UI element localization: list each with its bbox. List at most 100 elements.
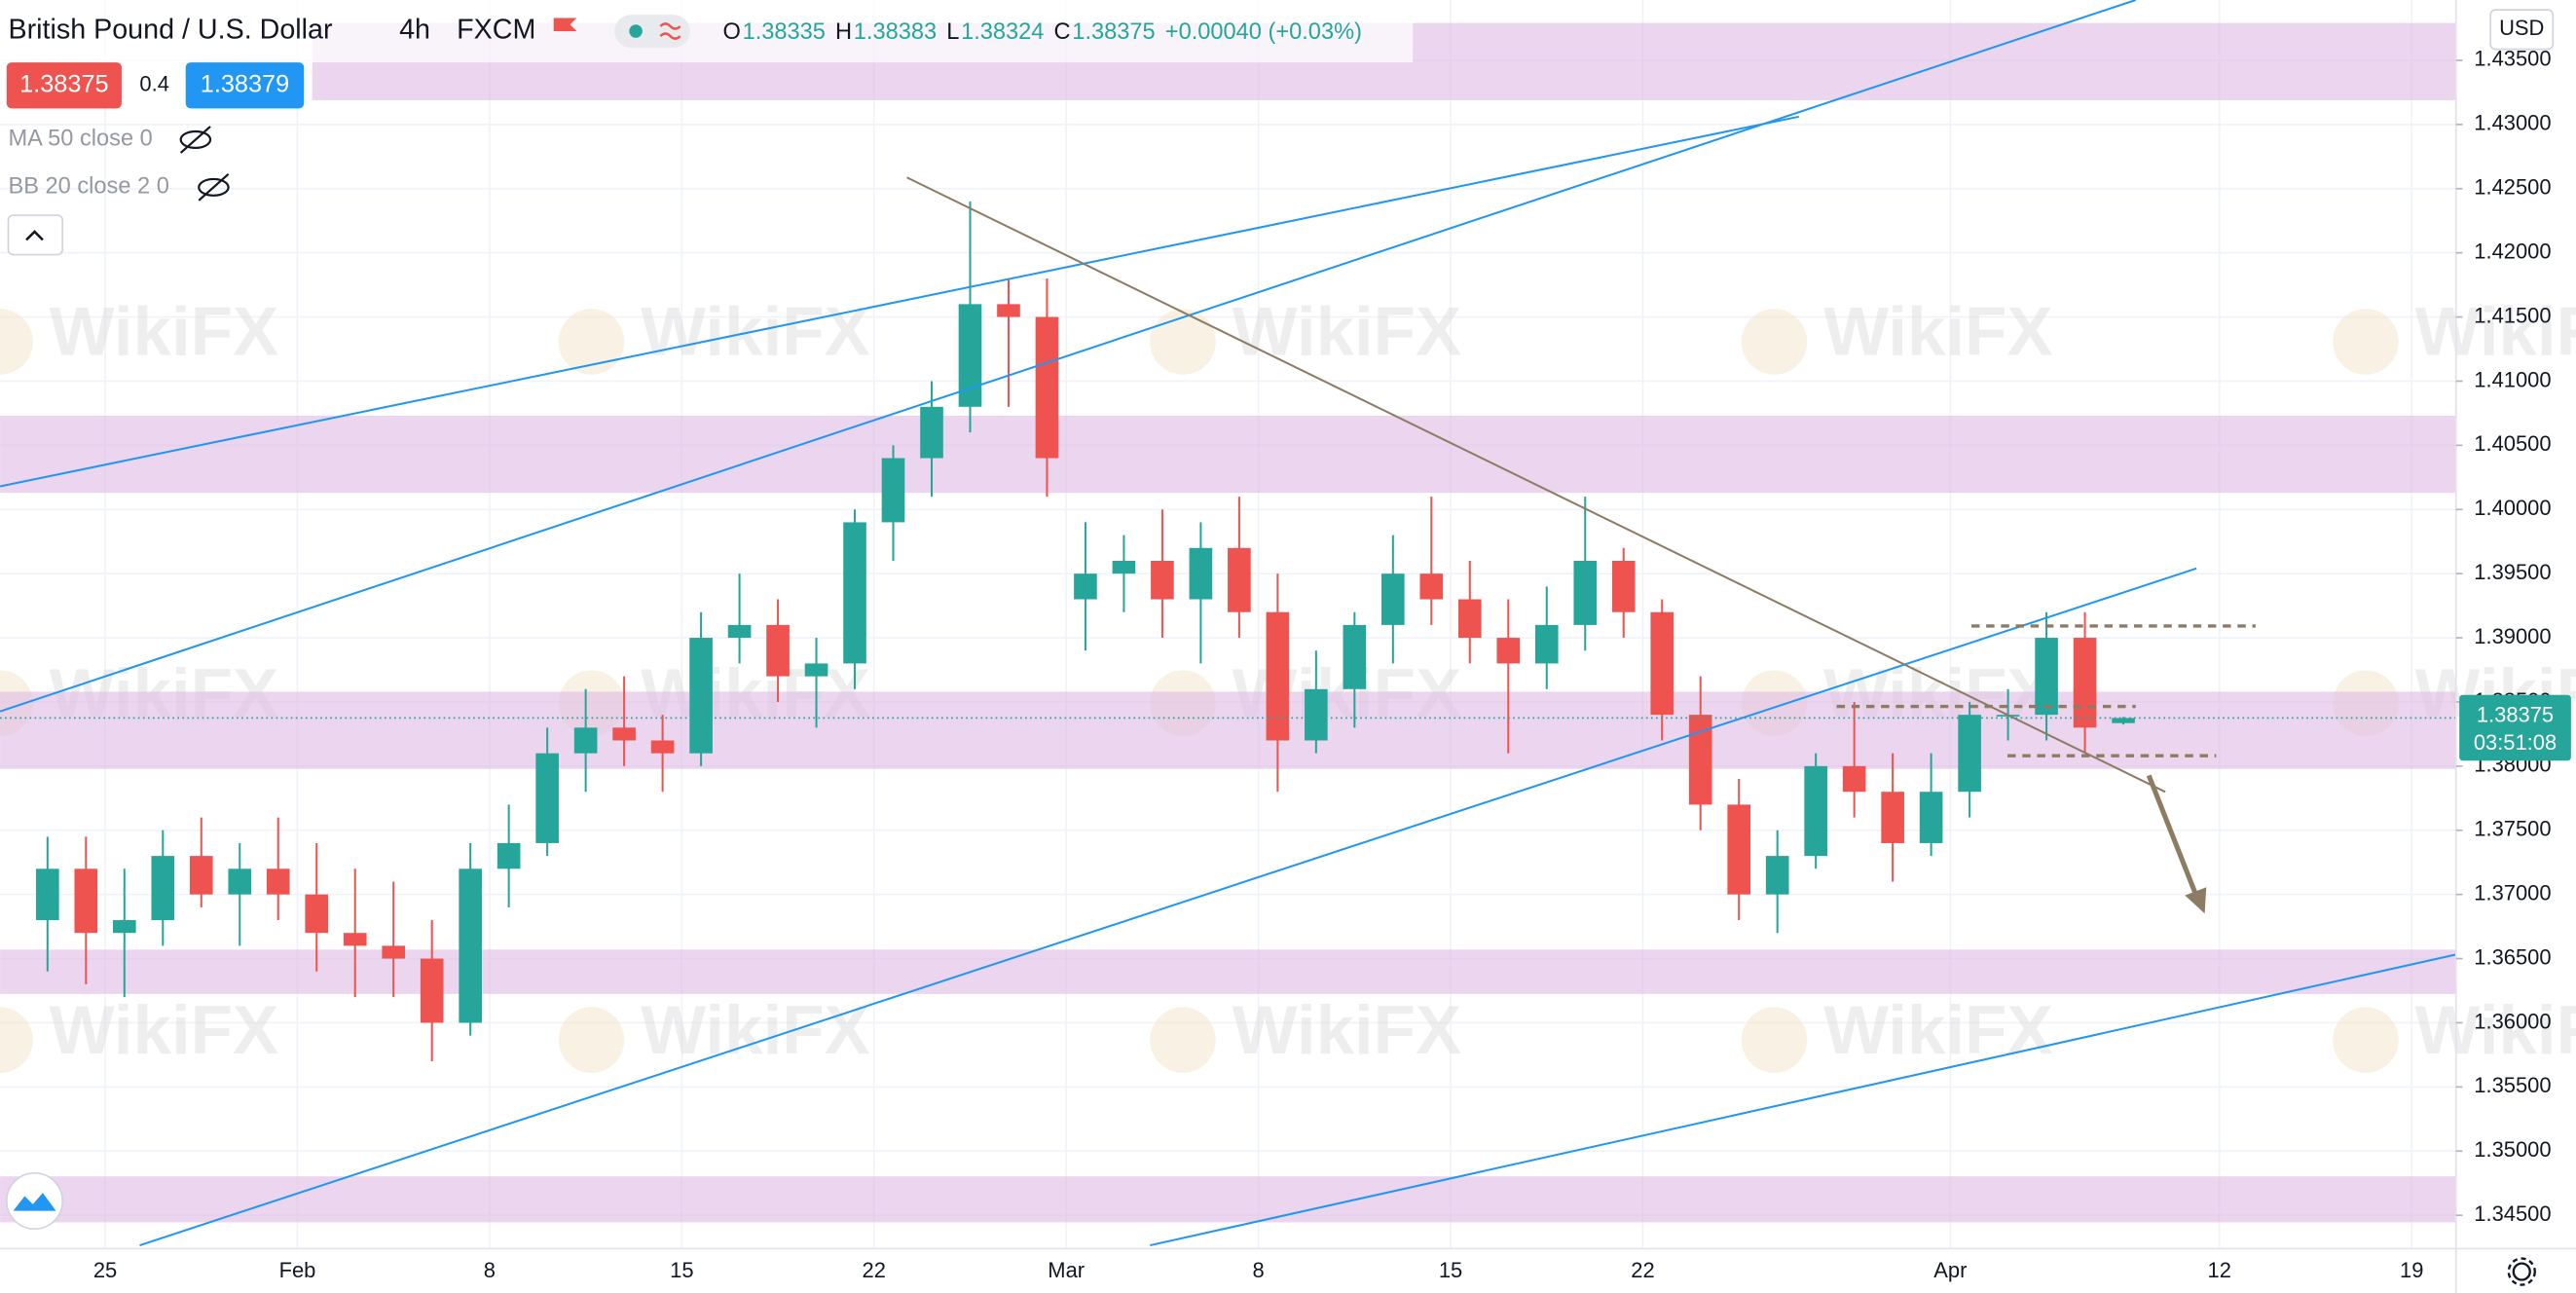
trend-line [1150, 953, 2456, 1247]
spread: 0.4 [139, 72, 168, 96]
y-tick-label: 1.43000 [2474, 111, 2551, 135]
collapse-button[interactable] [7, 214, 64, 256]
candle-body [1727, 804, 1751, 895]
candle-body [1611, 560, 1636, 612]
candle-body [151, 856, 175, 921]
candle-body [2073, 638, 2097, 728]
ohlc-label: O [723, 19, 741, 45]
candle-body [74, 868, 98, 934]
indicator[interactable]: MA 50 close 0 [8, 127, 152, 152]
slash[interactable] [198, 173, 230, 202]
interval[interactable]: 4h [399, 15, 430, 46]
settings-icon[interactable] [2507, 1257, 2536, 1286]
gear[interactable] [2512, 1262, 2531, 1281]
x-tick-label: 22 [1631, 1258, 1654, 1282]
bid[interactable]: 1.38375 [19, 70, 108, 97]
arrow-head [2185, 887, 2207, 914]
y-tick-label: 1.40500 [2474, 431, 2551, 456]
candles [36, 201, 2135, 1062]
currency: USD [2499, 16, 2544, 40]
y-tick-label: 1.37000 [2474, 880, 2551, 905]
candle-body [36, 868, 59, 921]
drawings [0, 0, 2456, 1247]
watermark-logo [558, 1007, 625, 1073]
y-tick-label: 1.39500 [2474, 560, 2551, 584]
eye[interactable] [179, 129, 212, 149]
candle-body [612, 727, 636, 741]
chevron[interactable] [25, 230, 44, 241]
watermark: WikiFX [1233, 992, 1462, 1069]
candle-body [804, 663, 828, 677]
candle-body [1804, 765, 1827, 857]
watermark-logo [1741, 1007, 1808, 1073]
candle-body [1688, 715, 1712, 805]
candle-body [1881, 792, 1904, 843]
candle-body [958, 304, 982, 407]
y-tick-label: 1.35500 [2474, 1073, 2551, 1097]
watermark-logo [558, 309, 625, 375]
watermark-logo [1150, 309, 1216, 375]
flag-icon[interactable] [553, 18, 577, 32]
logo[interactable] [13, 1193, 56, 1211]
watermark-logo [2333, 309, 2399, 375]
x-tick-label: 8 [484, 1258, 496, 1282]
logo-button[interactable] [5, 1171, 64, 1231]
zone [0, 949, 2456, 994]
y-tick-label: 1.43500 [2474, 47, 2551, 71]
candle-body [1496, 638, 1521, 664]
candle-body [573, 727, 598, 754]
y-tick-label: 1.37500 [2474, 817, 2551, 841]
candle-body [766, 624, 790, 677]
bid-box[interactable] [6, 62, 122, 109]
watermark: WikiFX [50, 294, 279, 371]
y-tick-label: 1.41500 [2474, 303, 2551, 327]
y-tick-label: 1.42500 [2474, 175, 2551, 200]
ohlc-label: H [835, 19, 852, 45]
candle-body [727, 624, 752, 639]
candle-body [1112, 560, 1136, 574]
candle-body [1074, 573, 1097, 600]
candle-body [420, 958, 444, 1023]
indicator[interactable]: BB 20 close 2 0 [8, 174, 168, 200]
eye[interactable] [198, 177, 230, 197]
ohlc: O 1.38335 H 1.38383 L 1.38324 C 1.38375 +0.00040… [723, 19, 1362, 45]
candle-body [1573, 560, 1598, 625]
slash[interactable] [179, 126, 211, 154]
zone [0, 1176, 2456, 1223]
watermark: WikiFX [1233, 294, 1462, 371]
watermark: WikiFX [2415, 294, 2576, 371]
x-tick-label: 25 [93, 1258, 117, 1282]
candle-body [2112, 718, 2135, 723]
x-tick-label: Feb [279, 1258, 316, 1282]
watermark: WikiFX [1823, 294, 2053, 371]
candle-body [189, 856, 213, 895]
candle-body [843, 522, 866, 664]
ask-box[interactable] [185, 62, 305, 109]
trend-line [0, 115, 1799, 488]
hide-icon[interactable] [179, 126, 230, 202]
last-price: 1.38375 [2477, 703, 2554, 727]
gear-teeth[interactable] [2507, 1257, 2536, 1286]
ohlc-label: C [1054, 19, 1071, 45]
status-pill[interactable] [614, 15, 690, 48]
change: +0.00040 (+0.03%) [1165, 19, 1362, 45]
symbol[interactable]: British Pound / U.S. Dollar [8, 15, 332, 46]
ask[interactable]: 1.38379 [201, 70, 289, 97]
x-tick-label: 8 [1253, 1258, 1265, 1282]
status-wave [659, 22, 681, 40]
y-tick-label: 1.36500 [2474, 944, 2551, 969]
currency-box[interactable] [2489, 9, 2555, 51]
trend-line [0, 0, 2137, 713]
candle-body [1035, 316, 1059, 459]
candle-body [1189, 547, 1213, 600]
candle-body [1650, 611, 1674, 716]
candle-body [920, 406, 943, 459]
candle-body [305, 894, 329, 934]
candle-body [689, 638, 713, 754]
ohlc-value: 1.38324 [961, 19, 1044, 45]
x-tick-label: 15 [1439, 1258, 1462, 1282]
candle-body [459, 868, 482, 1023]
x-tick-label: Mar [1048, 1258, 1085, 1282]
candle-body [1305, 688, 1328, 741]
